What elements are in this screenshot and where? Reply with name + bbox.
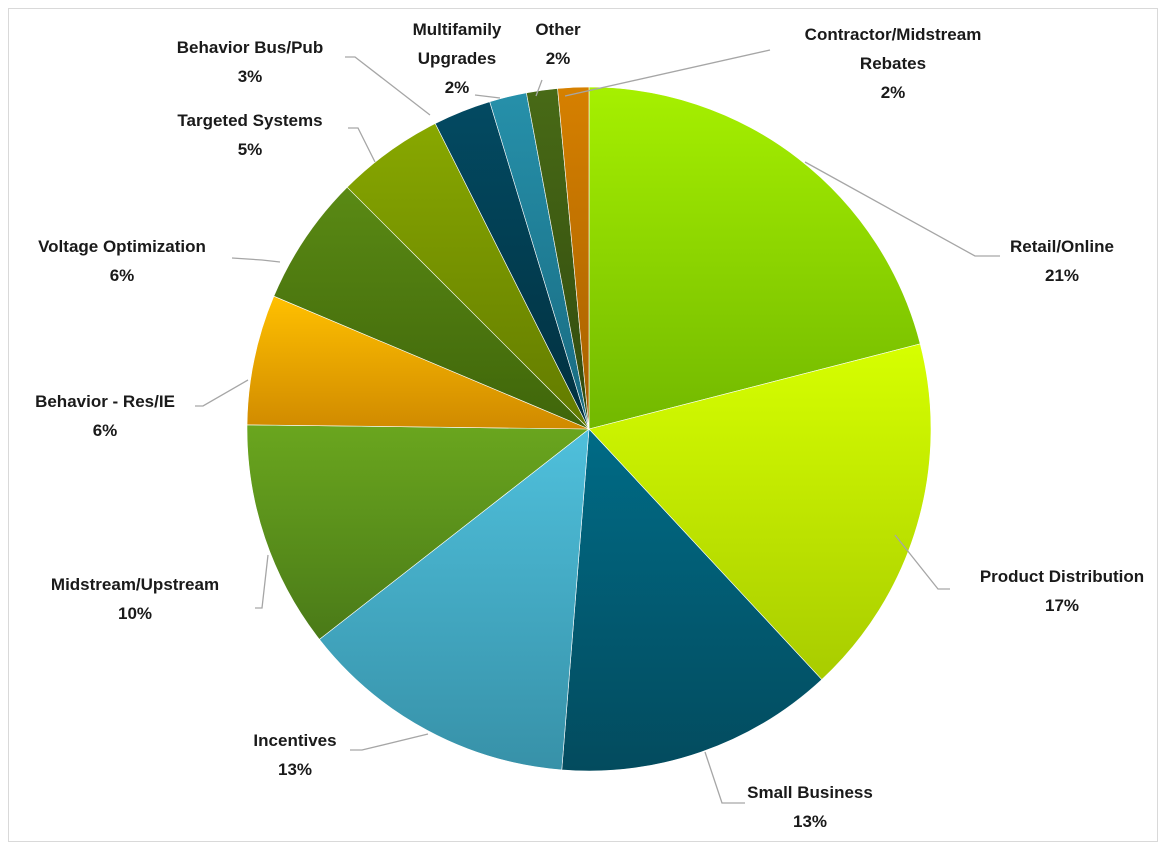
slice-label-other: Other 2%	[535, 20, 581, 68]
slice-name: Voltage Optimization	[38, 237, 206, 256]
pie-slice-incentives	[318, 428, 590, 771]
leader-line-targeted-systems	[348, 127, 376, 163]
slice-name: Other	[535, 20, 581, 39]
slice-label-contractor-midstream-rebates: Contractor/Midstream Rebates 2%	[805, 25, 982, 102]
slice-name: Behavior Bus/Pub	[177, 38, 323, 57]
slice-percent: 21%	[1045, 266, 1079, 285]
slice-name: Incentives	[253, 731, 336, 750]
slice-labels: Retail/Online 21% Product Distribution 17% S…	[35, 20, 1144, 831]
slice-percent: 6%	[93, 421, 118, 440]
slice-percent: 3%	[238, 67, 263, 86]
pie-slice-product-distribution	[588, 343, 932, 680]
leader-line-product-distribution	[894, 534, 950, 590]
leader-line-small-business	[704, 751, 745, 804]
slice-name: Product Distribution	[980, 567, 1144, 586]
pie-slice-midstream-upstream	[246, 424, 590, 640]
leader-line-voltage-optimization	[231, 257, 281, 263]
slice-label-midstream-upstream: Midstream/Upstream 10%	[51, 575, 219, 623]
pie-slices	[246, 86, 932, 772]
leader-line-behavior-bus-pub	[345, 56, 431, 116]
slice-label-targeted-systems: Targeted Systems 5%	[177, 111, 322, 159]
slice-percent: 2%	[445, 78, 470, 97]
slice-name: Small Business	[747, 783, 873, 802]
pie-slice-contractor-midstream-rebates	[557, 86, 590, 430]
slice-label-behavior-res-ie: Behavior - Res/IE 6%	[35, 392, 175, 440]
slice-percent: 2%	[546, 49, 571, 68]
slice-label-incentives: Incentives 13%	[253, 731, 336, 779]
leader-line-retail-online	[804, 161, 1000, 257]
slice-label-behavior-bus-pub: Behavior Bus/Pub 3%	[177, 38, 323, 86]
slice-percent: 17%	[1045, 596, 1079, 615]
leader-lines	[195, 49, 1000, 804]
slice-percent: 13%	[793, 812, 827, 831]
slice-name: Rebates	[860, 54, 926, 73]
slice-name: Retail/Online	[1010, 237, 1114, 256]
leader-line-multifamily-upgrades	[474, 94, 501, 99]
leader-line-other	[535, 79, 543, 97]
slice-percent: 2%	[881, 83, 906, 102]
pie-slice-small-business	[561, 428, 823, 772]
pie-slice-retail-online	[588, 86, 921, 430]
pie-slice-behavior-res-ie	[246, 295, 590, 430]
slice-percent: 6%	[110, 266, 135, 285]
slice-percent: 5%	[238, 140, 263, 159]
pie-slice-voltage-optimization	[273, 186, 590, 430]
leader-line-contractor-midstream-rebates	[564, 49, 771, 97]
slice-label-small-business: Small Business 13%	[747, 783, 873, 831]
slice-name: Contractor/Midstream	[805, 25, 982, 44]
slice-name: Behavior - Res/IE	[35, 392, 175, 411]
slice-label-multifamily-upgrades: Multifamily Upgrades 2%	[413, 20, 502, 97]
leader-line-incentives	[350, 733, 429, 751]
slice-label-voltage-optimization: Voltage Optimization 6%	[38, 237, 206, 285]
slice-label-product-distribution: Product Distribution 17%	[980, 567, 1144, 615]
slice-percent: 10%	[118, 604, 152, 623]
slice-name: Upgrades	[418, 49, 496, 68]
slice-name: Targeted Systems	[177, 111, 322, 130]
leader-line-behavior-res-ie	[195, 379, 249, 407]
slice-label-retail-online: Retail/Online 21%	[1010, 237, 1114, 285]
slice-percent: 13%	[278, 760, 312, 779]
slice-name: Midstream/Upstream	[51, 575, 219, 594]
leader-line-midstream-upstream	[255, 554, 269, 609]
slice-name: Multifamily	[413, 20, 502, 39]
